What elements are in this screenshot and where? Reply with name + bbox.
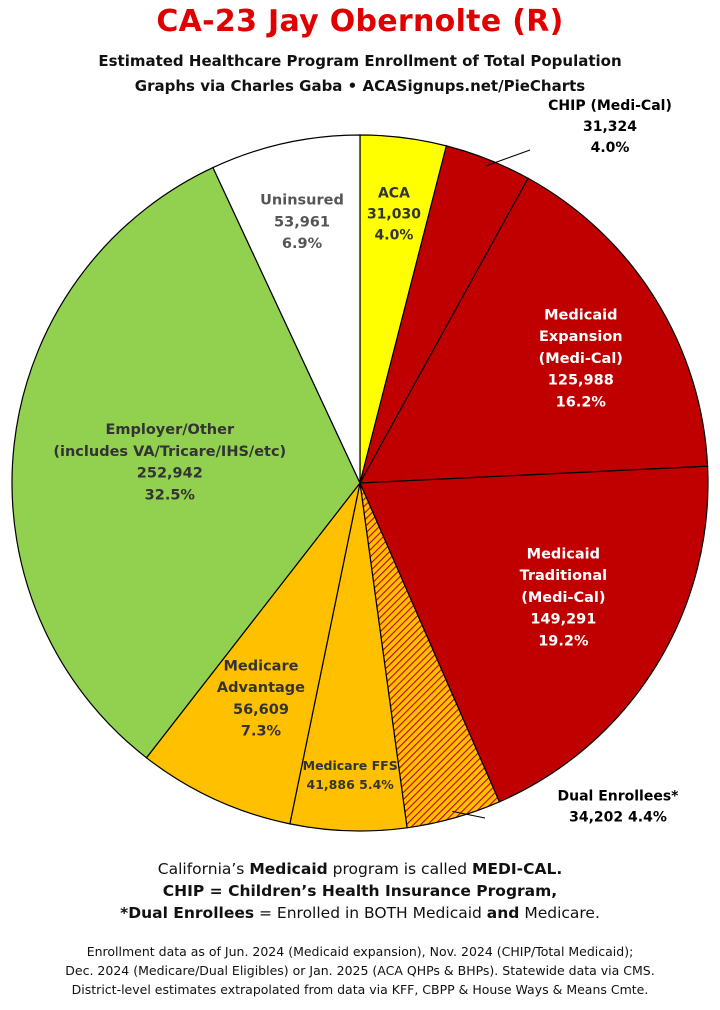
pie-slice (358, 177, 709, 484)
leader-line (452, 810, 486, 819)
footer-notes: Enrollment data as of Jun. 2024 (Medicai… (0, 942, 720, 999)
slice-label: CHIP (Medi-Cal) 31,324 4.0% (548, 98, 672, 156)
slice-label: Medicaid Traditional (Medi-Cal) 149,291 19.2… (520, 546, 608, 649)
footer-line: Dec. 2024 (Medicare/Dual Eligibles) or J… (65, 963, 655, 978)
pie-slice (11, 166, 361, 759)
slice-label: Employer/Other (includes VA/Tricare/IHS/e… (53, 422, 286, 503)
slice-label: ACA 31,030 4.0% (367, 186, 421, 244)
notes: California’s Medicaid program is called … (0, 858, 720, 924)
pie-slice (212, 134, 361, 484)
pie-chart: ACA 31,030 4.0% CHIP (Medi-Cal) 31,324 4.0% Me… (11, 98, 709, 832)
footer-line: Enrollment data as of Jun. 2024 (Medicai… (86, 944, 634, 959)
note-line-3: *Dual Enrollees = Enrolled in BOTH Medic… (120, 904, 600, 922)
pie-slice (145, 482, 361, 825)
footer-line: District-level estimates extrapolated fr… (71, 982, 649, 997)
slice-label: Medicare FFS 41,886 5.4% (303, 758, 398, 792)
pie-slice (359, 465, 709, 803)
slice-label: Medicare Advantage 56,609 7.3% (217, 658, 305, 739)
slice-label: Uninsured 53,961 6.9% (260, 193, 344, 253)
leader-line (485, 149, 531, 167)
source-line: Graphs via Charles Gaba • ACASignups.net… (134, 77, 586, 95)
chart-title: CA-23 Jay Obernolte (R) (156, 4, 564, 39)
note-line-1: California’s Medicaid program is called … (157, 860, 563, 878)
slice-label: Medicaid Expansion (Medi-Cal) 125,988 16.2% (539, 307, 623, 410)
note-line-2: CHIP = Children’s Health Insurance Progr… (162, 882, 558, 900)
chart-subtitle: Estimated Healthcare Program Enrollment … (98, 52, 622, 70)
slice-label: Dual Enrollees* 34,202 4.4% (557, 788, 679, 825)
